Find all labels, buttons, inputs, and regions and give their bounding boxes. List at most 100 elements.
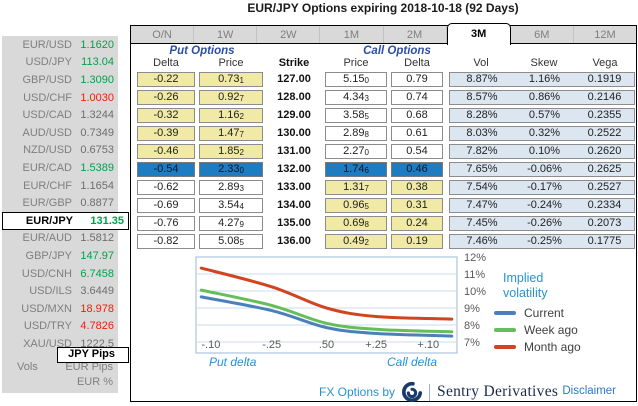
vol-skew-vega-band: 8.57% 0.86% 0.2146 — [449, 90, 635, 105]
call-price-cell: 1.746 — [325, 162, 387, 177]
pair-label: USD/JPY — [25, 56, 72, 69]
table-column-headers: Delta Price Strike Price Delta Vol Skew Vega — [131, 57, 636, 69]
put-price-cell: 0.927 — [199, 90, 263, 105]
series-line-week-ago — [199, 288, 454, 334]
mode-eur-pct[interactable]: EUR % — [76, 376, 113, 388]
call-delta-cell: 0.61 — [391, 126, 443, 141]
currency-pair-row[interactable]: EUR/USD 1.1620 — [2, 36, 118, 54]
currency-pair-row[interactable]: USD/MXN 18.978 — [2, 300, 118, 318]
options-row[interactable]: -0.26 0.927 128.00 4.343 0.74 8.57% 0.86% 0.214… — [131, 90, 636, 105]
vol-skew-vega-band: 7.46% -0.25% 0.1775 — [449, 234, 635, 249]
currency-pair-row[interactable]: EUR/GBP 0.8877 — [2, 194, 118, 212]
vol-skew-vega-band: 7.82% 0.10% 0.2620 — [449, 144, 635, 159]
tenor-tab-on[interactable]: O/N — [131, 26, 195, 43]
currency-pair-row[interactable]: GBP/JPY 147.97 — [2, 247, 118, 265]
pair-value: 3.6449 — [80, 285, 114, 298]
currency-pair-row[interactable]: EUR/CHF 1.1654 — [2, 177, 118, 195]
options-row[interactable]: -0.39 1.477 130.00 2.898 0.61 8.03% 0.32% 0.252… — [131, 126, 636, 141]
vega-cell: 0.2527 — [587, 181, 622, 193]
legend-swatch — [494, 344, 516, 349]
tenor-tab-1m[interactable]: 1M — [320, 26, 384, 43]
tenor-tab-3m[interactable]: 3M — [446, 23, 511, 45]
legend-item: Current — [494, 304, 581, 321]
put-delta-cell: -0.82 — [137, 234, 195, 249]
implied-volatility-title: Implied volatility — [503, 271, 547, 301]
options-panel: O/N 1W 2W 1M 2M 3M 6M 12M Put Options Call Opti… — [130, 23, 637, 403]
call-delta-cell: 0.68 — [391, 108, 443, 123]
currency-pair-row[interactable]: AUD/USD 0.7349 — [2, 124, 118, 142]
vol-cell: 8.87% — [466, 73, 498, 85]
skew-cell: -0.24% — [527, 199, 562, 211]
put-price-cell: 0.731 — [199, 72, 263, 87]
col-vega: Vega — [592, 57, 618, 69]
vol-skew-vega-band: 7.65% -0.06% 0.2625 — [449, 162, 635, 177]
currency-pair-row[interactable]: GBP/USD 1.3090 — [2, 71, 118, 89]
options-row[interactable]: -0.22 0.731 127.00 5.150 0.79 8.87% 1.16% 0.191… — [131, 72, 636, 87]
strike-cell: 127.00 — [277, 73, 311, 85]
pair-value: 1.0030 — [80, 91, 114, 104]
col-put-price: Price — [218, 57, 244, 69]
currency-pair-row[interactable]: NZD/USD 0.6753 — [2, 142, 118, 160]
options-row[interactable]: -0.46 1.852 131.00 2.270 0.54 7.82% 0.10% 0.262… — [131, 144, 636, 159]
options-row[interactable]: -0.69 3.544 134.00 0.965 0.31 7.47% -0.24% 0.23… — [131, 198, 636, 213]
tenor-tab-1w[interactable]: 1W — [194, 26, 258, 43]
options-section-headers: Put Options Call Options — [131, 45, 636, 57]
call-price-cell: 2.270 — [325, 144, 387, 159]
strike-cell: 129.00 — [277, 109, 311, 121]
put-price-pip-digit: 5 — [239, 238, 244, 247]
col-call-price: Price — [343, 57, 369, 69]
call-price-pip-digit: 0 — [364, 76, 369, 85]
vols-label: Vols — [17, 361, 38, 373]
strike-cell: 131.00 — [277, 145, 311, 157]
currency-pair-row[interactable]: USD/CNH 6.7458 — [2, 265, 118, 283]
options-row[interactable]: -0.62 2.893 133.00 1.317 0.38 7.54% -0.17% 0.25… — [131, 180, 636, 195]
currency-pair-row[interactable]: USD/TRY 4.7826 — [2, 318, 118, 336]
tenor-tab-6m[interactable]: 6M — [511, 26, 574, 43]
call-price-cell: 0.698 — [325, 216, 387, 231]
call-price-pip-digit: 8 — [364, 130, 369, 139]
put-price-pip-digit: 4 — [239, 202, 244, 211]
currency-pair-row[interactable]: EUR/AUD 1.5812 — [2, 230, 118, 248]
series-line-month-ago — [199, 266, 454, 321]
put-options-header: Put Options — [169, 45, 235, 57]
mode-jpy-pips[interactable]: JPY Pips — [57, 347, 129, 363]
pair-value: 1.3090 — [80, 73, 114, 86]
tenor-tab-2w[interactable]: 2W — [257, 26, 321, 43]
put-delta-cell: -0.22 — [137, 72, 195, 87]
pair-value: 147.97 — [80, 249, 114, 262]
vega-cell: 0.2334 — [587, 199, 622, 211]
mode-eur-pips[interactable]: EUR Pips — [65, 361, 113, 373]
strike-cell: 136.00 — [277, 235, 311, 247]
pair-label: USD/TRY — [23, 320, 72, 333]
options-row[interactable]: -0.76 4.279 135.00 0.698 0.24 7.45% -0.26% 0.20… — [131, 216, 636, 231]
currency-pair-row[interactable]: XAU/USD 1222.5 — [2, 335, 118, 353]
disclaimer-link[interactable]: Disclaimer — [562, 385, 616, 397]
col-call-delta: Delta — [404, 57, 430, 69]
currency-pair-row[interactable]: USD/CAD 1.3244 — [2, 106, 118, 124]
pair-label: USD/CHF — [23, 91, 72, 104]
options-row[interactable]: -0.82 5.085 136.00 0.492 0.19 7.46% -0.25% 0.17… — [131, 234, 636, 249]
page-title: EUR/JPY Options expiring 2018-10-18 (92 … — [247, 1, 519, 15]
vega-cell: 0.2522 — [587, 127, 622, 139]
vol-skew-vega-band: 8.03% 0.32% 0.2522 — [449, 126, 635, 141]
call-delta-cell: 0.79 — [391, 72, 443, 87]
chart-frame — [195, 256, 458, 354]
currency-pair-row[interactable]: USD/JPY 113.04 — [2, 54, 118, 72]
currency-pair-row[interactable]: USD/CHF 1.0030 — [2, 89, 118, 107]
options-row[interactable]: -0.32 1.162 129.00 3.585 0.68 8.28% 0.57% 0.235… — [131, 108, 636, 123]
vol-cell: 8.28% — [466, 109, 498, 121]
pair-label: EUR/GBP — [22, 197, 72, 210]
currency-pair-row[interactable]: USD/ILS 3.6449 — [2, 282, 118, 300]
call-price-pip-digit: 6 — [364, 166, 369, 175]
options-row[interactable]: -0.54 2.330 132.00 1.746 0.46 7.65% -0.06% 0.26… — [131, 162, 636, 177]
pair-value: 113.04 — [81, 56, 114, 69]
tenor-tab-12m[interactable]: 12M — [594, 29, 616, 41]
call-price-cell: 4.343 — [325, 90, 387, 105]
strike-cell: 130.00 — [277, 127, 311, 139]
strike-cell: 128.00 — [277, 91, 311, 103]
tenor-tab-2m[interactable]: 2M — [384, 26, 447, 43]
vega-cell: 0.1775 — [587, 235, 622, 247]
currency-pair-row[interactable]: EUR/CAD 1.5389 — [2, 159, 118, 177]
skew-cell: -0.25% — [527, 235, 562, 247]
currency-pair-row[interactable]: EUR/JPY 131.35 — [2, 211, 129, 230]
